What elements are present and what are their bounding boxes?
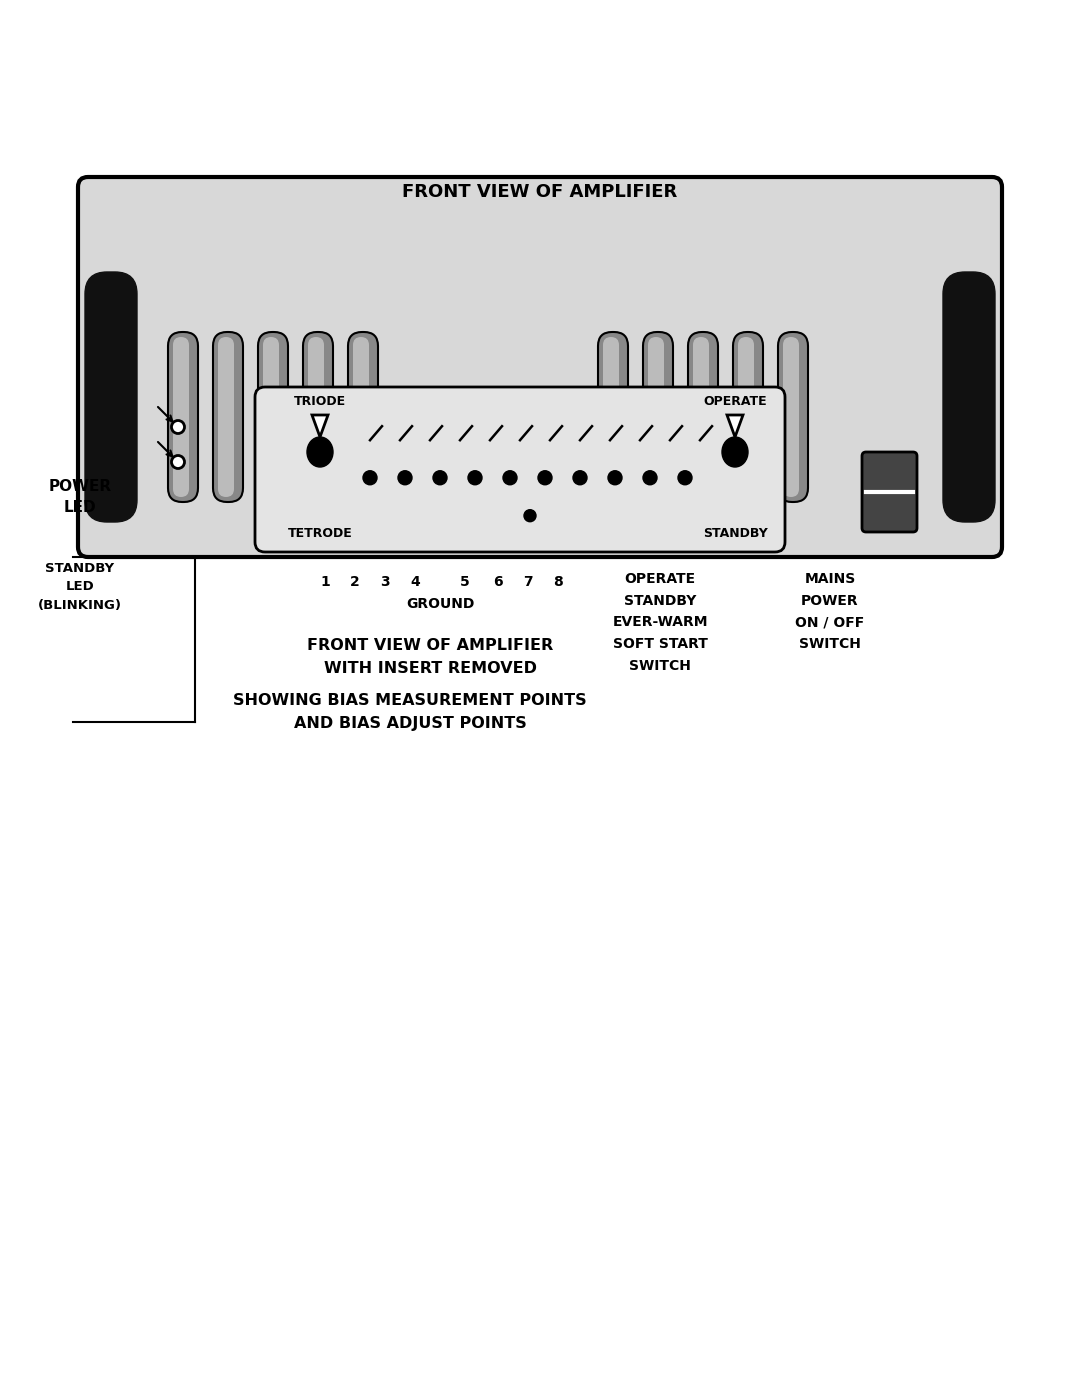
FancyBboxPatch shape	[308, 337, 324, 497]
FancyBboxPatch shape	[643, 332, 673, 502]
Polygon shape	[727, 415, 743, 437]
FancyBboxPatch shape	[255, 387, 785, 552]
Ellipse shape	[723, 437, 748, 467]
Ellipse shape	[172, 455, 185, 468]
FancyBboxPatch shape	[733, 332, 762, 502]
FancyBboxPatch shape	[603, 337, 619, 497]
Text: TRIODE: TRIODE	[294, 395, 346, 408]
Ellipse shape	[678, 471, 692, 485]
Text: FRONT VIEW OF AMPLIFIER
WITH INSERT REMOVED: FRONT VIEW OF AMPLIFIER WITH INSERT REMO…	[307, 638, 553, 676]
Text: OPERATE: OPERATE	[703, 395, 767, 408]
FancyBboxPatch shape	[85, 272, 137, 522]
Ellipse shape	[433, 471, 447, 485]
FancyBboxPatch shape	[598, 332, 627, 502]
Text: OPERATE
STANDBY
EVER-WARM
SOFT START
SWITCH: OPERATE STANDBY EVER-WARM SOFT START SWI…	[612, 571, 707, 673]
Text: GROUND: GROUND	[406, 597, 474, 610]
Text: STANDBY: STANDBY	[703, 527, 768, 541]
Text: 2: 2	[350, 576, 360, 590]
Polygon shape	[312, 415, 328, 437]
Ellipse shape	[538, 471, 552, 485]
FancyBboxPatch shape	[348, 332, 378, 502]
Ellipse shape	[468, 471, 482, 485]
Text: SHOWING BIAS MEASUREMENT POINTS
AND BIAS ADJUST POINTS: SHOWING BIAS MEASUREMENT POINTS AND BIAS…	[233, 693, 586, 731]
Ellipse shape	[573, 471, 588, 485]
Text: 3: 3	[380, 576, 390, 590]
Ellipse shape	[307, 437, 333, 467]
FancyBboxPatch shape	[218, 337, 234, 497]
Text: 4: 4	[410, 576, 420, 590]
Text: 1: 1	[320, 576, 329, 590]
Text: TETRODE: TETRODE	[287, 527, 352, 541]
FancyBboxPatch shape	[78, 177, 1002, 557]
Text: 7: 7	[523, 576, 532, 590]
FancyBboxPatch shape	[303, 332, 333, 502]
FancyBboxPatch shape	[738, 337, 754, 497]
FancyBboxPatch shape	[168, 332, 198, 502]
Ellipse shape	[399, 471, 411, 485]
Text: STANDBY
LED
(BLINKING): STANDBY LED (BLINKING)	[38, 563, 122, 612]
Text: MAINS
POWER
ON / OFF
SWITCH: MAINS POWER ON / OFF SWITCH	[795, 571, 865, 651]
Ellipse shape	[643, 471, 657, 485]
FancyBboxPatch shape	[783, 337, 799, 497]
Ellipse shape	[524, 510, 536, 521]
Text: POWER
LED: POWER LED	[49, 479, 111, 515]
FancyBboxPatch shape	[778, 332, 808, 502]
Text: FRONT VIEW OF AMPLIFIER: FRONT VIEW OF AMPLIFIER	[403, 183, 677, 201]
FancyBboxPatch shape	[862, 453, 917, 532]
FancyBboxPatch shape	[353, 337, 369, 497]
FancyBboxPatch shape	[258, 332, 288, 502]
Text: 5: 5	[460, 576, 470, 590]
Ellipse shape	[503, 471, 517, 485]
FancyBboxPatch shape	[688, 332, 718, 502]
Text: 8: 8	[553, 576, 563, 590]
FancyBboxPatch shape	[264, 337, 279, 497]
FancyBboxPatch shape	[943, 272, 995, 522]
Ellipse shape	[608, 471, 622, 485]
FancyBboxPatch shape	[173, 337, 189, 497]
Text: 6: 6	[494, 576, 503, 590]
FancyBboxPatch shape	[213, 332, 243, 502]
Ellipse shape	[363, 471, 377, 485]
FancyBboxPatch shape	[648, 337, 664, 497]
Ellipse shape	[172, 420, 185, 433]
FancyBboxPatch shape	[693, 337, 708, 497]
